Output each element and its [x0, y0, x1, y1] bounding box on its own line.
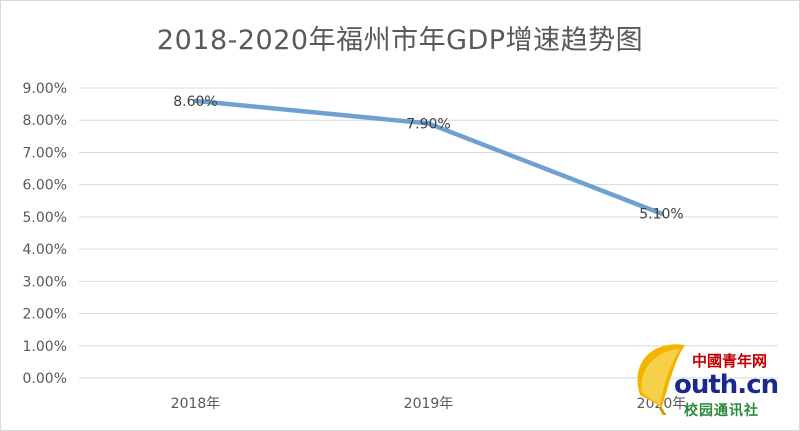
- data-point: [193, 98, 198, 103]
- data-label: 5.10%: [639, 207, 683, 223]
- y-tick-label: 2.00%: [23, 307, 67, 323]
- y-tick-label: 1.00%: [23, 339, 67, 355]
- y-tick-label: 9.00%: [23, 81, 67, 97]
- y-tick-label: 8.00%: [23, 113, 67, 129]
- chart-title: 2018-2020年福州市年GDP增速趋势图: [156, 25, 644, 56]
- x-axis-tick-labels: 2018年2019年2020年: [171, 396, 687, 412]
- ginkgo-leaf-icon: [637, 344, 685, 415]
- y-tick-label: 5.00%: [23, 210, 67, 226]
- y-tick-label: 6.00%: [23, 178, 67, 194]
- data-point: [426, 121, 431, 126]
- watermark-bottom: 校园通讯社: [684, 403, 759, 419]
- data-point: [659, 211, 664, 216]
- x-tick-label: 2019年: [404, 396, 454, 412]
- y-tick-label: 4.00%: [23, 242, 67, 258]
- y-tick-label: 0.00%: [23, 371, 67, 387]
- series-lines: [193, 98, 664, 216]
- data-label: 7.90%: [406, 116, 450, 132]
- watermark-top-left: 中國: [692, 352, 723, 370]
- watermark-logo: 中國青年网 outh.cn 校园通讯社: [630, 330, 800, 431]
- data-label: 8.60%: [173, 94, 217, 110]
- watermark-main: outh.cn: [674, 370, 779, 400]
- watermark-top: 中國青年网: [692, 350, 767, 371]
- gridlines: [79, 87, 778, 379]
- y-tick-label: 7.00%: [23, 145, 67, 161]
- watermark-top-right: 青年网: [722, 352, 768, 370]
- x-tick-label: 2018年: [171, 396, 221, 412]
- y-tick-label: 3.00%: [23, 274, 67, 290]
- data-labels: 8.60% 7.90% 5.10%: [173, 94, 683, 223]
- y-axis-tick-labels: 0.00% 1.00% 2.00% 3.00% 4.00% 5.00% 6.00% 7.00%…: [23, 81, 67, 387]
